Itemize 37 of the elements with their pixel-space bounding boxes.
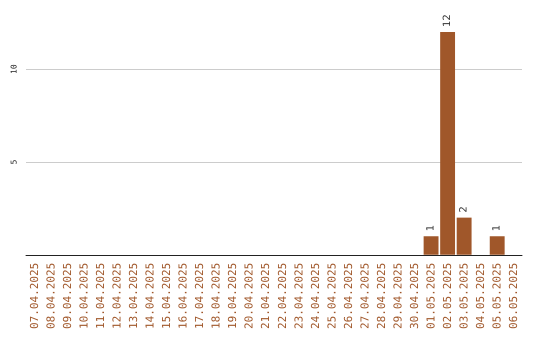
x-tick-label: 18.04.2025 bbox=[210, 262, 223, 330]
x-tick-label: 10.04.2025 bbox=[77, 262, 90, 330]
x-tick-label: 04.05.2025 bbox=[474, 262, 488, 330]
x-tick-label: 13.04.2025 bbox=[126, 262, 140, 330]
x-tick-label: 05.05.2025 bbox=[490, 262, 504, 330]
x-tick-label: 26.04.2025 bbox=[342, 262, 355, 330]
x-tick-label: 09.04.2025 bbox=[60, 262, 74, 330]
x-tick-label: 08.04.2025 bbox=[44, 262, 58, 330]
x-tick-label: 23.04.2025 bbox=[292, 262, 306, 330]
x-tick-label: 03.05.2025 bbox=[458, 262, 471, 330]
x-tick-label: 24.04.2025 bbox=[308, 262, 322, 330]
x-tick-label: 22.04.2025 bbox=[276, 262, 289, 330]
data-label: 1 bbox=[426, 224, 437, 232]
x-tick-label: 02.05.2025 bbox=[441, 262, 454, 330]
x-tick-label: 12.04.2025 bbox=[110, 262, 124, 330]
x-tick-label: 20.04.2025 bbox=[242, 262, 256, 330]
data-label: 12 bbox=[442, 14, 454, 27]
x-tick-label: 07.04.2025 bbox=[28, 262, 41, 330]
x-tick-label: 27.04.2025 bbox=[358, 262, 372, 330]
data-label: 1 bbox=[492, 224, 503, 232]
x-tick-label: 01.05.2025 bbox=[424, 262, 438, 330]
x-tick-label: 11.04.2025 bbox=[94, 262, 107, 330]
x-tick-label: 28.04.2025 bbox=[374, 262, 388, 330]
x-tick-label: 14.04.2025 bbox=[144, 262, 156, 330]
y-tick-label: 5 bbox=[10, 159, 18, 164]
x-tick-label: 25.04.2025 bbox=[325, 262, 338, 330]
x-tick-label: 29.04.2025 bbox=[392, 262, 404, 330]
x-tick-label: 06.05.2025 bbox=[507, 262, 520, 330]
x-tick-label: 21.04.2025 bbox=[259, 262, 272, 330]
x-tick-label: 15.04.2025 bbox=[160, 262, 174, 330]
bar bbox=[490, 236, 505, 255]
data-label: 2 bbox=[458, 206, 470, 213]
x-tick-label: 30.04.2025 bbox=[408, 262, 422, 330]
y-tick-label: 10 bbox=[10, 64, 18, 74]
x-tick-label: 16.04.2025 bbox=[176, 262, 190, 330]
x-tick-label: 17.04.2025 bbox=[193, 262, 206, 330]
x-tick-label: 19.04.2025 bbox=[226, 262, 240, 330]
